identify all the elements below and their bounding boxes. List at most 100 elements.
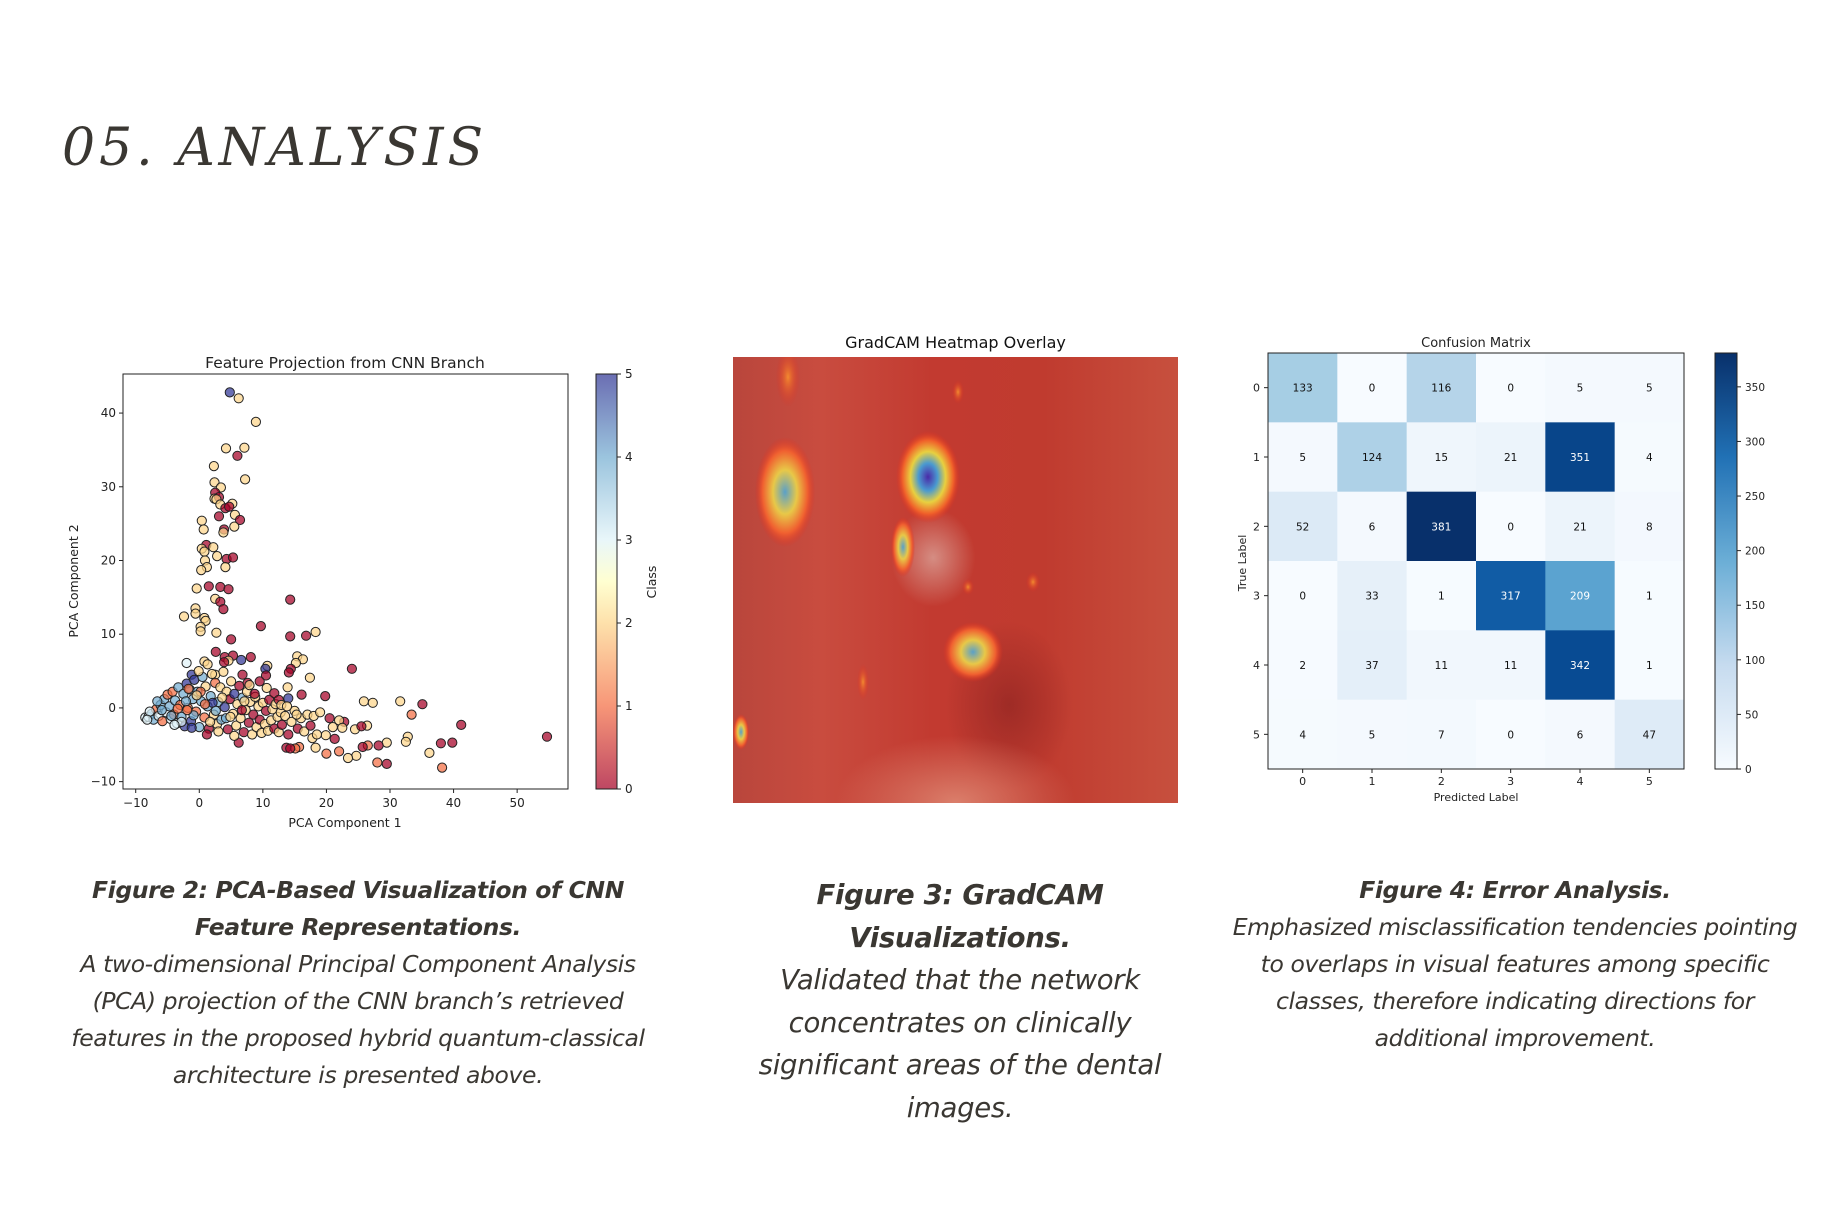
scatter-point	[247, 729, 258, 740]
scatter-point	[229, 730, 240, 742]
cm-cell	[1268, 491, 1338, 562]
pca-points	[140, 387, 553, 773]
y-tick-label: −10	[91, 775, 116, 789]
scatter-point	[437, 762, 448, 773]
scatter-point	[276, 719, 287, 731]
cm-cell-value: 209	[1570, 591, 1590, 603]
figure-3-caption-body: Validated that the network concentrates …	[758, 964, 1162, 1124]
scatter-point	[456, 719, 467, 731]
scatter-point	[310, 626, 321, 638]
scatter-point	[357, 741, 368, 753]
cm-cell	[1337, 491, 1408, 562]
cm-cell	[1268, 422, 1338, 493]
cm-cell	[1268, 699, 1338, 770]
scatter-point	[406, 709, 417, 720]
cm-cell-value: 11	[1504, 660, 1517, 672]
scatter-point	[210, 646, 221, 658]
scatter-point	[304, 672, 315, 683]
y-tick-label: 10	[101, 627, 116, 641]
y-tick-label: 0	[1253, 382, 1260, 395]
scatter-point	[169, 719, 180, 731]
scatter-point	[320, 691, 331, 702]
x-tick-label: 0	[1299, 775, 1306, 788]
cm-cell-value: 1	[1646, 660, 1653, 672]
scatter-point	[286, 716, 297, 728]
cm-cell	[1476, 353, 1546, 423]
scatter-point	[218, 604, 229, 615]
scatter-point	[219, 702, 230, 713]
scatter-point	[249, 688, 260, 700]
y-tick-label: 0	[108, 701, 116, 715]
scatter-point	[234, 680, 245, 691]
scatter-point	[213, 511, 225, 522]
scatter-point	[381, 758, 392, 770]
scatter-point	[220, 443, 232, 454]
scatter-point	[234, 514, 246, 526]
cm-cell-value: 6	[1369, 521, 1376, 533]
cm-cell	[1337, 630, 1408, 701]
cm-cell	[1614, 491, 1685, 562]
scatter-point	[283, 729, 294, 740]
scatter-point	[196, 515, 207, 526]
scatter-point	[255, 621, 266, 632]
scatter-point	[296, 689, 307, 700]
scatter-point	[236, 654, 247, 666]
cm-cell-value: 124	[1362, 452, 1382, 464]
scatter-point	[182, 705, 193, 716]
scatter-point	[233, 393, 244, 404]
scatter-point	[240, 474, 251, 485]
cm-cell	[1545, 353, 1616, 423]
cm-cell-value: 33	[1365, 591, 1378, 603]
colorbar-tick-label: 250	[1745, 491, 1765, 503]
x-tick-label: 30	[382, 796, 397, 810]
x-tick-label: 0	[195, 796, 203, 810]
scatter-point	[320, 730, 331, 741]
pca-x-ticks: −10 0 10 20 30 40 50	[123, 789, 525, 810]
hotspot	[891, 517, 915, 577]
cm-cell	[1476, 422, 1546, 493]
scatter-point	[227, 552, 239, 563]
scatter-point	[346, 663, 357, 674]
scatter-point	[205, 716, 216, 728]
cm-cell	[1476, 630, 1546, 701]
figure-2-caption-body: A two-dimensional Principal Component An…	[71, 950, 645, 1089]
scatter-point	[324, 713, 335, 724]
cm-cell	[1545, 699, 1616, 770]
cm-cell	[1268, 630, 1338, 701]
x-tick-label: 40	[446, 796, 461, 810]
cm-cell-value: 15	[1435, 452, 1448, 464]
scatter-point	[199, 546, 210, 557]
figure-3-caption-title: Figure 3: GradCAM Visualizations.	[816, 879, 1104, 954]
cm-cell	[1614, 561, 1685, 631]
scatter-point	[231, 720, 242, 731]
scatter-point	[157, 716, 168, 727]
hotspot	[1026, 572, 1040, 592]
scatter-point	[198, 524, 209, 535]
y-tick-label: 1	[1253, 451, 1260, 464]
scatter-point	[229, 521, 240, 532]
x-tick-label: 1	[1369, 775, 1376, 788]
scatter-point	[299, 726, 310, 737]
scatter-point	[210, 705, 221, 717]
scatter-point	[195, 626, 206, 637]
scatter-point	[358, 696, 369, 707]
scatter-point	[254, 676, 265, 687]
cm-cell-value: 7	[1438, 729, 1445, 741]
cm-cell	[1406, 699, 1477, 770]
scatter-point	[417, 699, 428, 710]
y-tick-label: 20	[101, 553, 116, 567]
x-tick-label: 4	[1577, 775, 1584, 788]
cm-cell-value: 5	[1646, 383, 1653, 395]
y-tick-label: 40	[101, 406, 116, 420]
figure-4-caption-title: Figure 4: Error Analysis.	[1359, 876, 1671, 904]
scatter-point	[217, 692, 228, 703]
colorbar-tick-label: 200	[1745, 546, 1765, 558]
scatter-point	[212, 551, 223, 562]
scatter-point	[315, 707, 326, 718]
scatter-point	[239, 696, 250, 707]
scatter-point	[260, 670, 272, 681]
scatter-point	[186, 722, 197, 733]
cm-cell-value: 317	[1501, 591, 1521, 603]
pca-scatter-chart: Feature Projection from CNN Branch −10 0 1…	[66, 354, 659, 830]
scatter-point	[206, 668, 218, 680]
